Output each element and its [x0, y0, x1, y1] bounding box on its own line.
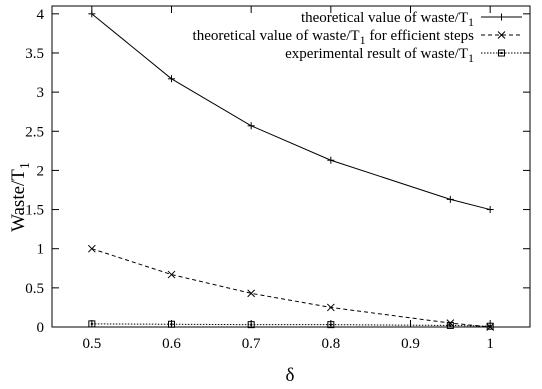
legend-label: theoretical value of waste/T1 for effici… [193, 28, 475, 47]
plus-marker [327, 156, 335, 164]
series-line [91, 248, 491, 328]
cross-marker [167, 270, 176, 279]
square-marker [168, 320, 175, 328]
square-marker [88, 320, 96, 328]
legend-label: theoretical value of waste/T1 [301, 10, 474, 29]
series-1 [88, 10, 494, 214]
cross-marker [326, 303, 335, 312]
legend-entry-1: theoretical value of waste/T1 [301, 10, 522, 29]
series-layer [87, 10, 495, 331]
plus-marker [168, 75, 175, 83]
y-tick-label: 1.5 [25, 203, 44, 219]
x-tick-label: 0.7 [242, 336, 261, 352]
y-axis-label: Waste/T1 [8, 162, 33, 232]
plot-frame [51, 5, 531, 328]
square-marker [486, 322, 494, 330]
series-3 [88, 320, 494, 330]
square-marker [498, 49, 505, 57]
square-marker [327, 321, 335, 329]
legend-entry-3: experimental result of waste/T1 [285, 46, 522, 65]
x-tick-label: 0.9 [401, 336, 420, 352]
y-tick-label: 0.5 [25, 281, 44, 297]
legend-label: experimental result of waste/T1 [285, 46, 474, 65]
plus-marker [247, 122, 255, 130]
legend-entry-2: theoretical value of waste/T1 for effici… [193, 28, 522, 47]
y-tick-label: 0 [37, 320, 45, 336]
series-line [91, 13, 491, 211]
y-tick-label: 4 [37, 7, 45, 23]
y-tick-label: 2.5 [25, 124, 44, 140]
x-tick-label: 0.6 [162, 336, 181, 352]
y-tick-label: 2 [37, 163, 45, 179]
square-marker [446, 321, 454, 329]
x-tick-label: 1 [486, 336, 494, 352]
y-tick-label: 1 [37, 242, 45, 258]
plus-marker [446, 195, 454, 203]
cross-marker [247, 289, 256, 298]
series-2 [87, 244, 495, 331]
x-tick-label: 0.5 [82, 336, 101, 352]
y-tick-label: 3 [37, 85, 45, 101]
y-tick-label: 3.5 [25, 46, 44, 62]
cross-marker [497, 31, 506, 39]
plus-marker [88, 10, 96, 18]
plus-marker [498, 13, 505, 21]
plot-axes: 0.5 0.6 0.7 0.8 0.9 1 0 0.5 1 1.5 2 2.5 3 3.5 4 [25, 5, 531, 352]
legend: theoretical value of waste/T1theoretical… [193, 10, 522, 65]
plus-marker [486, 206, 494, 214]
x-tick-label: 0.8 [321, 336, 340, 352]
x-axis-label: δ [286, 365, 295, 386]
square-marker [247, 321, 255, 329]
series-line [91, 323, 491, 327]
cross-marker [87, 244, 96, 253]
